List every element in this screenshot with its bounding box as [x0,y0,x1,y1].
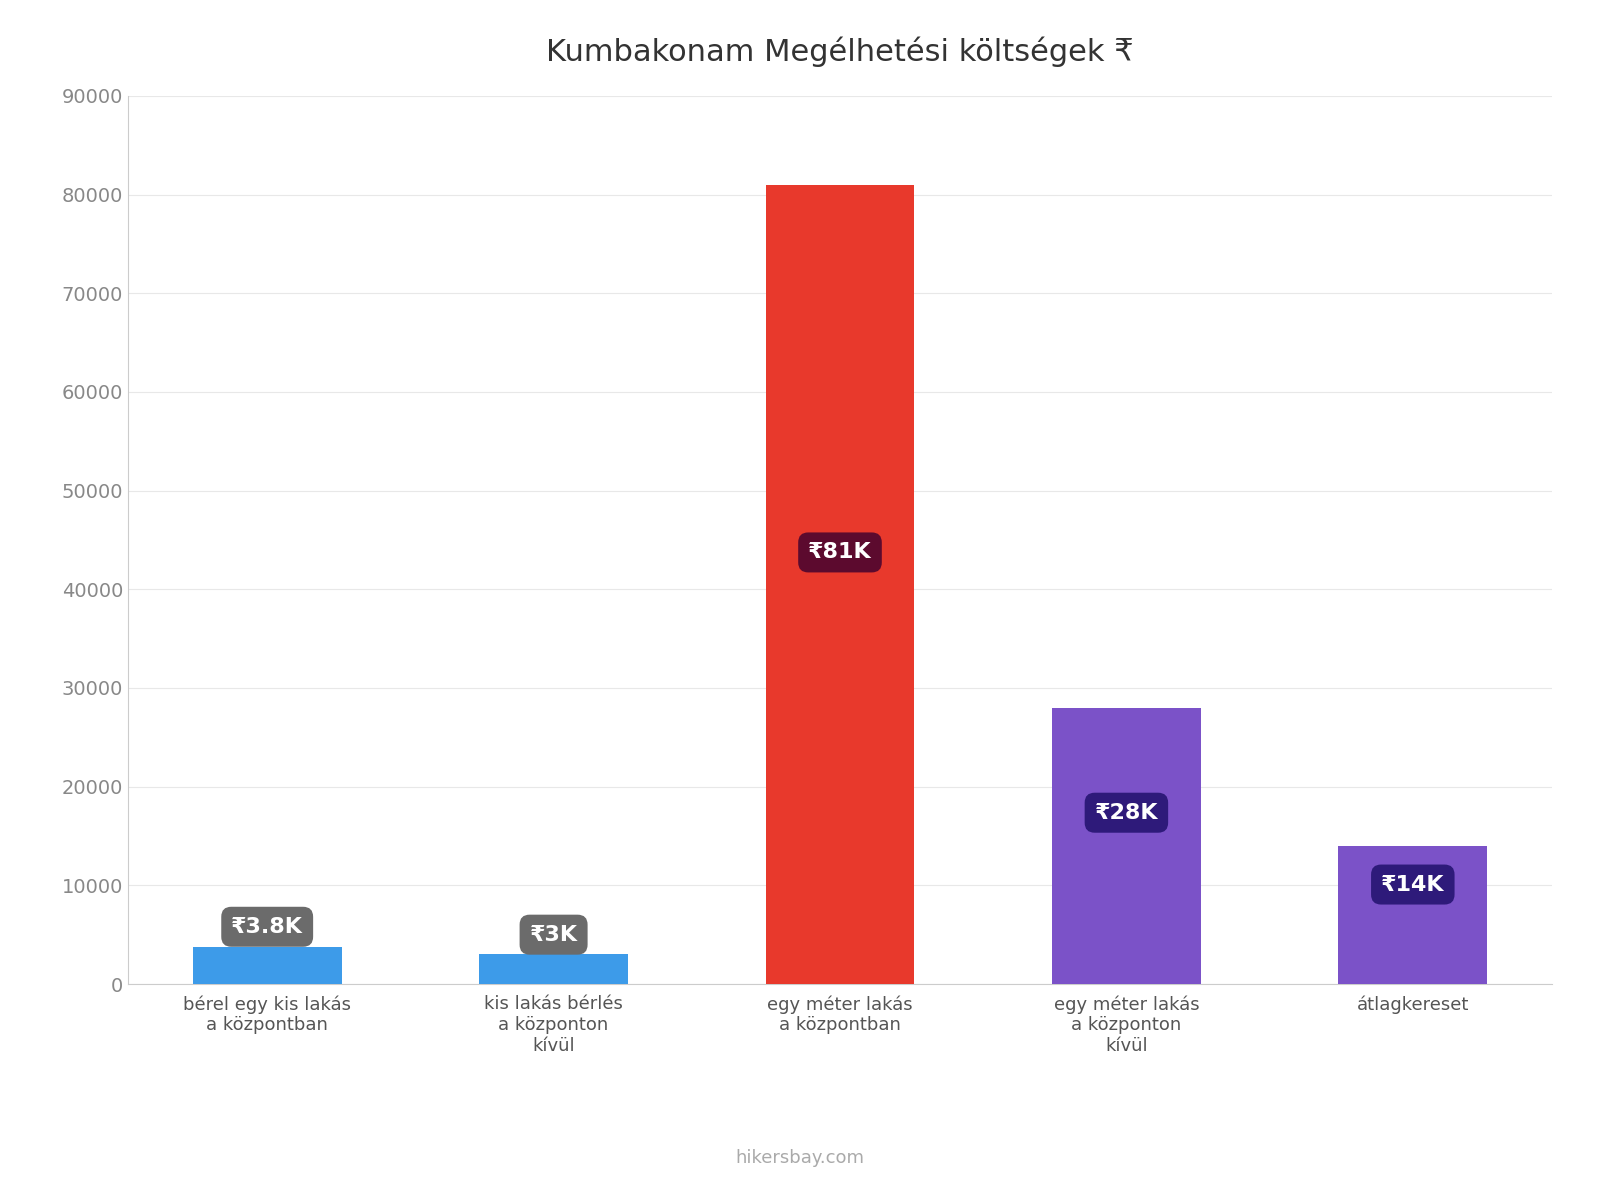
Bar [1338,846,1488,984]
Bar [192,947,342,984]
Text: ₹28K: ₹28K [1094,803,1158,823]
Text: hikersbay.com: hikersbay.com [736,1150,864,1166]
Bar [1051,708,1202,984]
Text: ₹3K: ₹3K [530,925,578,944]
Text: ₹3.8K: ₹3.8K [232,917,302,937]
Title: Kumbakonam Megélhetési költségek ₹: Kumbakonam Megélhetési költségek ₹ [546,37,1134,67]
Text: ₹81K: ₹81K [808,542,872,563]
Bar [765,185,915,984]
Text: ₹14K: ₹14K [1381,875,1445,894]
Bar [478,954,629,984]
